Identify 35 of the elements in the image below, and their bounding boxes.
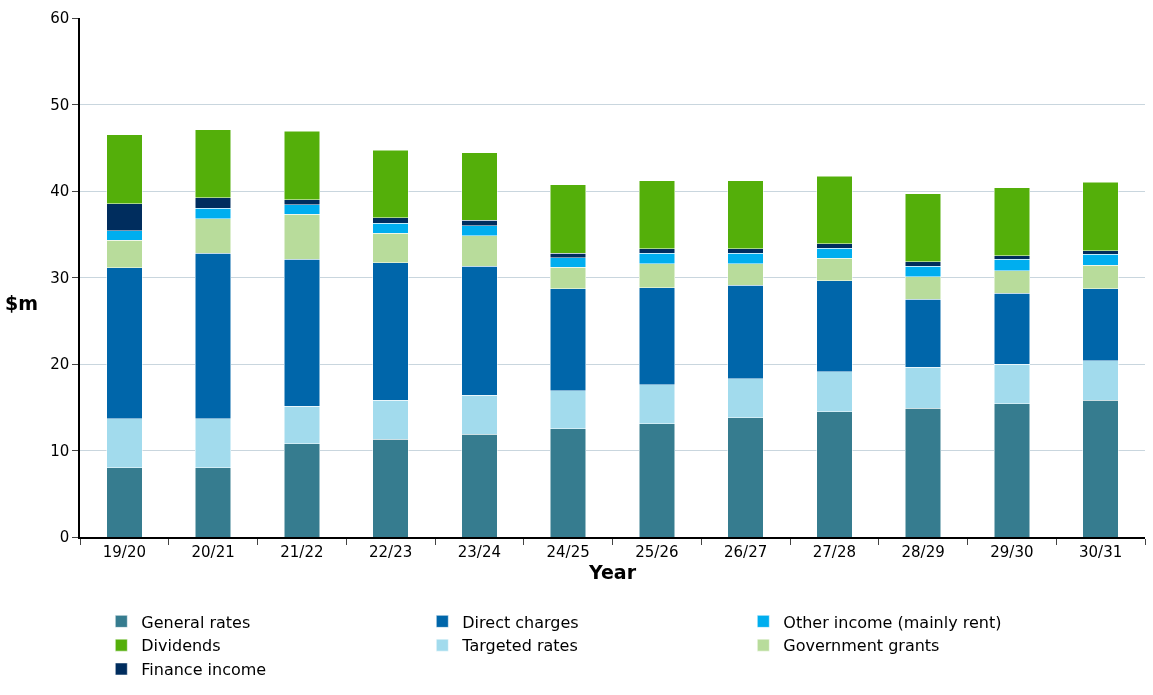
x-tick-label: 28/29 — [901, 542, 945, 561]
legend-label: Direct charges — [462, 612, 579, 632]
y-tick-label: 50 — [50, 95, 70, 114]
x-tick-label: 19/20 — [102, 542, 146, 561]
y-tick-label: 10 — [50, 441, 70, 460]
legend-label: Dividends — [141, 636, 221, 656]
x-tick-label: 26/27 — [724, 542, 768, 561]
bar — [727, 180, 764, 250]
legend-label: General rates — [141, 612, 251, 632]
x-axis-title: Year — [587, 560, 637, 583]
legend-label: Finance income — [141, 660, 267, 680]
y-tick-label: 60 — [50, 9, 70, 28]
x-tick-label: 25/26 — [635, 542, 679, 561]
bar — [638, 180, 675, 250]
bar — [993, 187, 1030, 257]
x-tick-label: 22/23 — [369, 542, 413, 561]
bar — [1082, 182, 1119, 251]
y-tick-label: 40 — [50, 182, 70, 201]
bar — [905, 193, 942, 263]
legend-label: Government grants — [783, 636, 940, 656]
bar — [816, 176, 853, 245]
x-tick-label: 23/24 — [457, 542, 501, 561]
y-tick-label: 20 — [50, 355, 70, 374]
x-tick-label: 21/22 — [280, 542, 324, 561]
bar — [550, 184, 587, 254]
y-axis-title: $m — [5, 292, 39, 314]
x-tick-label: 27/28 — [812, 542, 856, 561]
y-tick-label: 0 — [59, 528, 70, 547]
y-tick-label: 30 — [50, 268, 70, 287]
legend-label: Other income (mainly rent) — [783, 612, 1002, 632]
x-tick-label: 20/21 — [191, 542, 235, 561]
x-tick-label: 29/30 — [990, 542, 1034, 561]
legend-label: Targeted rates — [461, 636, 578, 656]
x-tick-label: 24/25 — [546, 542, 590, 561]
x-tick-label: 30/31 — [1079, 542, 1123, 561]
